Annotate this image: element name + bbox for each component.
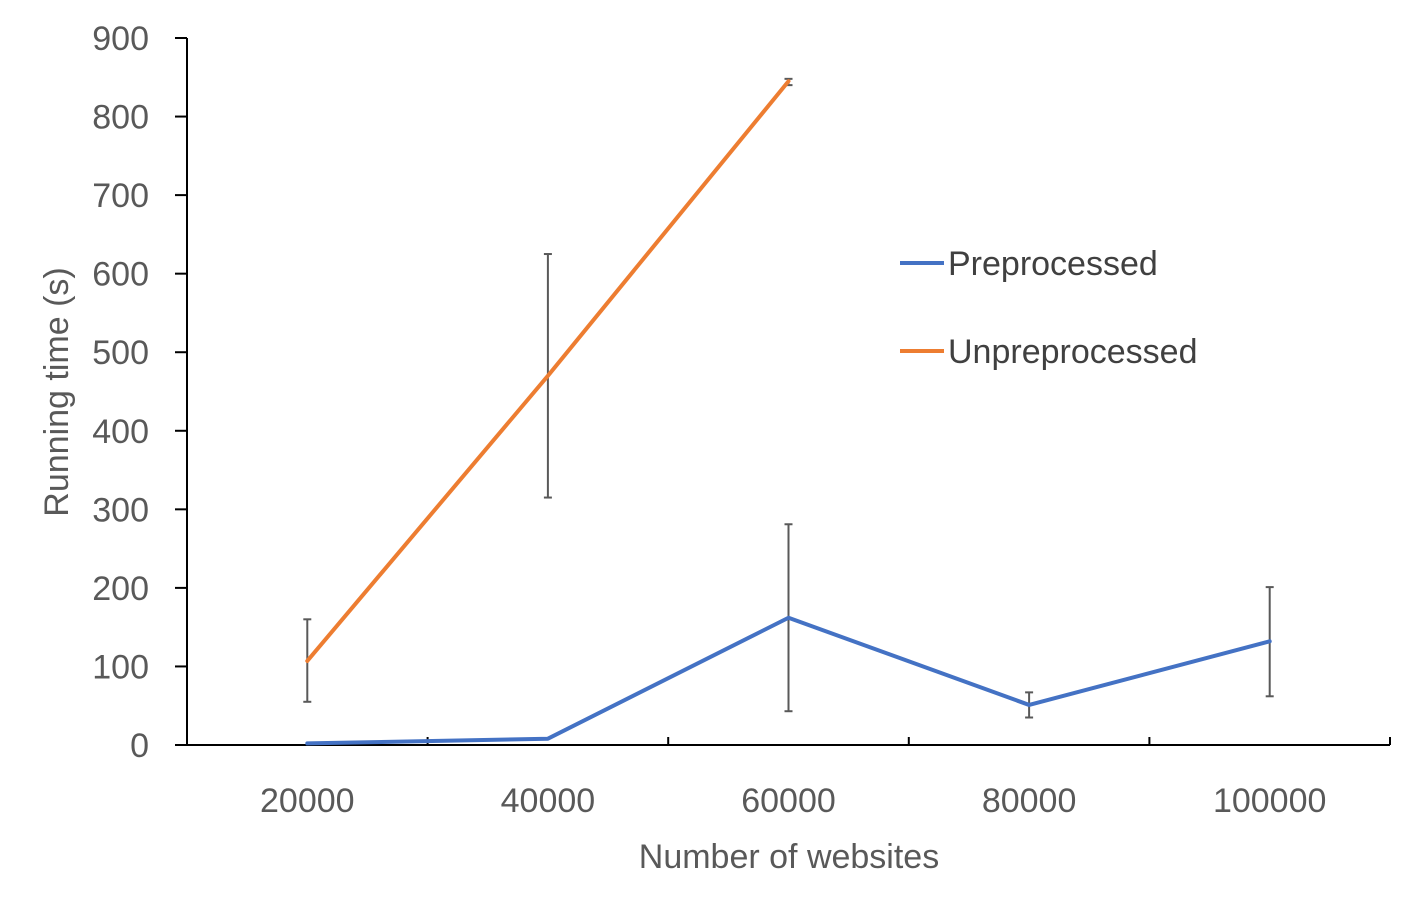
y-axis-title: Running time (s) (38, 267, 76, 516)
y-tick-label: 500 (92, 334, 149, 372)
y-tick-label: 400 (92, 413, 149, 451)
series-line-preprocessed (305, 615, 1272, 746)
y-tick-label: 900 (92, 20, 149, 58)
x-tick-label: 80000 (982, 782, 1077, 820)
error-bars (303, 77, 1274, 719)
legend-label: Unpreprocessed (948, 333, 1197, 371)
x-tick-label: 100000 (1213, 782, 1326, 820)
y-tick-label: 600 (92, 256, 149, 294)
series-line-unpreprocessed (305, 79, 791, 663)
y-tick-label: 100 (92, 648, 149, 686)
axes (175, 37, 1391, 746)
x-tick-label: 20000 (260, 782, 355, 820)
tick-labels: 0 100 200 300 400 500 600 700 800 900 20000 40000 60… (92, 20, 1326, 820)
y-tick-label: 0 (130, 727, 149, 765)
x-tick-label: 60000 (741, 782, 836, 820)
series-lines (305, 79, 1272, 746)
x-tick-label: 40000 (501, 782, 596, 820)
legend-label: Preprocessed (948, 245, 1158, 283)
legend: Preprocessed Unpreprocessed (900, 245, 1197, 371)
x-axis-title: Number of websites (639, 838, 939, 876)
y-tick-label: 700 (92, 177, 149, 215)
y-tick-label: 200 (92, 570, 149, 608)
y-tick-label: 800 (92, 99, 149, 137)
y-tick-label: 300 (92, 491, 149, 529)
